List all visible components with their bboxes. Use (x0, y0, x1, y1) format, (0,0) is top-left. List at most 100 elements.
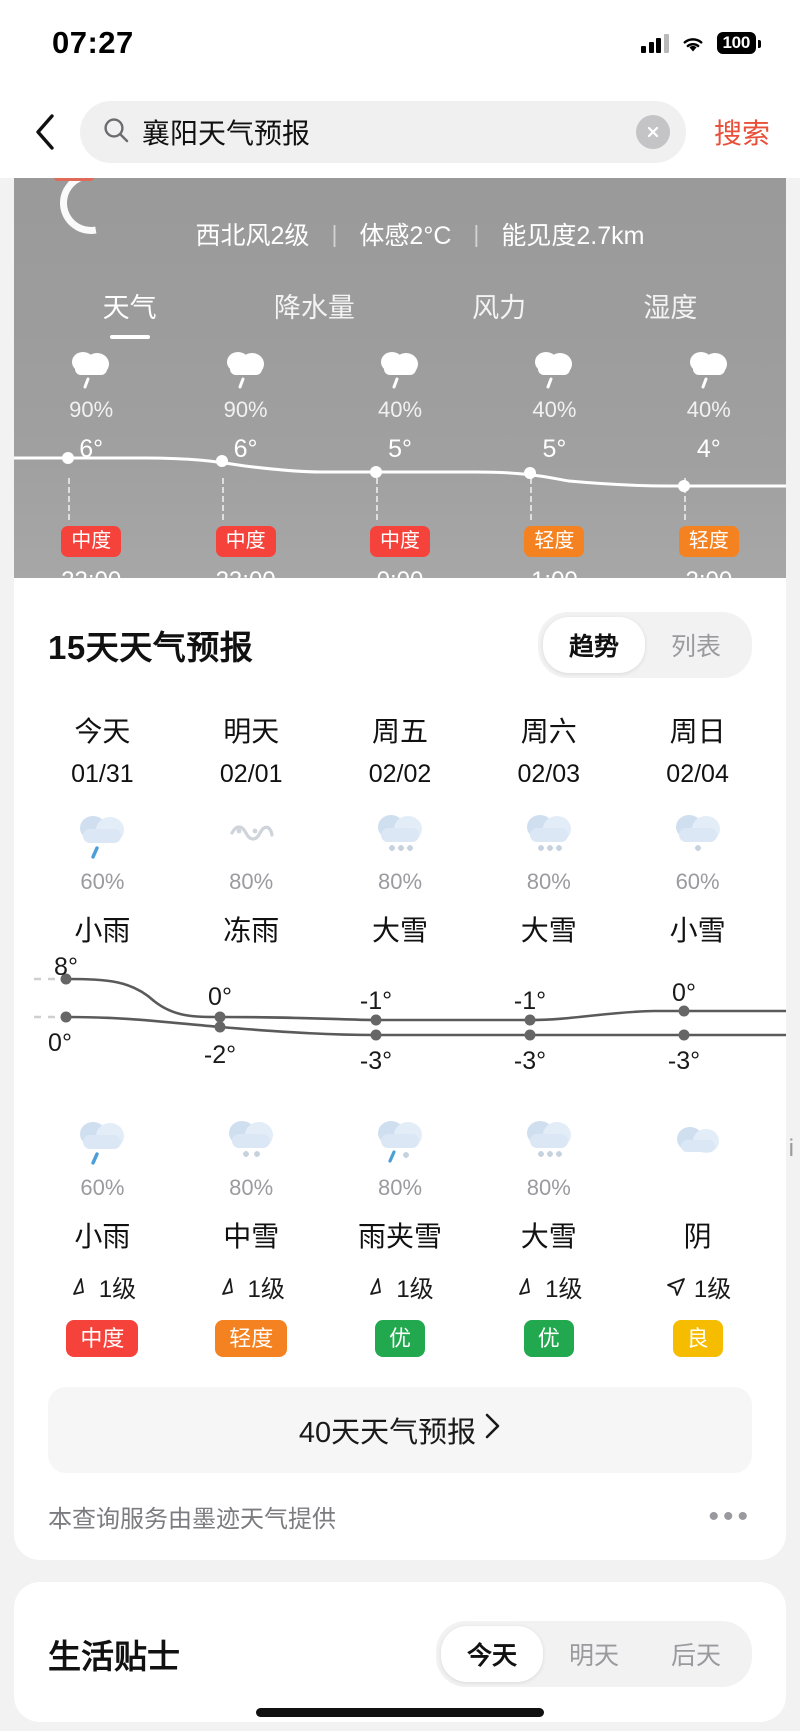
hourly-aqi-cell: 中度 23:00 (168, 526, 322, 578)
forty-day-forecast-button[interactable]: 40天天气预报 (48, 1387, 752, 1474)
forecast-night-column[interactable]: 阴 1级 良 (623, 1095, 772, 1358)
hour-label: 0:00 (377, 567, 424, 578)
rain-cloud-icon (69, 1113, 135, 1169)
hourly-column[interactable]: 40% 5° (477, 345, 631, 464)
light-snow-cloud-icon (665, 807, 731, 863)
search-input[interactable]: 襄阳天气预报 (80, 101, 686, 163)
rain-cloud-icon (681, 345, 737, 391)
hour-gridline (68, 478, 70, 520)
high-temp-label: -1° (513, 987, 547, 1015)
hourly-columns: 90% 6° 90% 6° 40% 5° 40 (14, 345, 786, 464)
day-name: 周六 (520, 716, 577, 747)
hourly-forecast-panel: 西北风2级 | 体感2°C | 能见度2.7km 天气 降水量 风力 湿度 90… (14, 178, 786, 578)
hour-temperature: 5° (542, 435, 567, 463)
hour-temperature: 4° (696, 435, 721, 463)
clear-circle-icon[interactable] (635, 115, 670, 149)
hour-gridline (222, 478, 224, 520)
wind-direction-icon (72, 1277, 84, 1295)
status-time: 07:27 (52, 25, 134, 60)
forecast-night-column[interactable]: 80% 大雪 1级 优 (474, 1095, 623, 1358)
high-temp-label: 8° (54, 953, 78, 981)
life-tips-toggle: 今天 明天 后天 (435, 1621, 752, 1688)
hour-temperature: 6° (79, 435, 104, 463)
day-precip-probability: 60% (80, 869, 125, 894)
tab-weather[interactable]: 天气 (103, 286, 157, 339)
hourly-column[interactable]: 40% 5° (323, 345, 477, 464)
forecast-day-column[interactable]: 周五 02/02 80% 大雪 (326, 710, 475, 949)
day-precip-probability: 80% (229, 869, 274, 894)
status-badge: 中度 (61, 526, 122, 557)
night-precip-probability: 60% (80, 1175, 125, 1200)
night-condition: 雨夹雪 (357, 1221, 442, 1252)
provider-row: 本查询服务由墨迹天气提供 ••• (14, 1473, 786, 1544)
day-date: 02/04 (666, 760, 729, 788)
rain-cloud-icon (218, 345, 274, 391)
forecast-day-column[interactable]: 明天 02/01 80% 冻雨 (177, 710, 326, 949)
tab-today[interactable]: 今天 (440, 1626, 543, 1683)
day-condition: 小雪 (669, 915, 726, 946)
ellipsis-icon[interactable]: ••• (708, 1499, 752, 1533)
rain-cloud-icon (526, 345, 582, 391)
hour-gridline (376, 478, 378, 520)
status-badge: 优 (374, 1320, 425, 1358)
status-badge: 中度 (215, 526, 276, 557)
chevron-right-icon (484, 1412, 501, 1448)
day-name: 今天 (74, 716, 131, 747)
hourly-column[interactable]: 90% 6° (14, 345, 168, 464)
heavy-snow-cloud-icon (516, 1113, 582, 1169)
wind-direction-icon (519, 1277, 531, 1295)
day-name: 周日 (669, 716, 726, 747)
back-button[interactable] (24, 109, 66, 155)
forecast-day-column[interactable]: 今天 01/31 60% 小雨 (28, 710, 177, 949)
trend-labels: 8° 0° -1° -1° 0° 0° -2° -3° -3° -3° (14, 953, 786, 1085)
tab-wind[interactable]: 风力 (472, 293, 527, 323)
hourly-column[interactable]: 90% 6° (168, 345, 322, 464)
wifi-icon (680, 34, 706, 53)
status-badge: 中度 (66, 1320, 139, 1358)
tab-humidity[interactable]: 湿度 (643, 293, 698, 323)
tab-tomorrow[interactable]: 明天 (568, 1642, 619, 1671)
low-temp-label: -2° (203, 1041, 237, 1069)
meta-separator-1: | (331, 220, 338, 247)
day-date: 02/03 (517, 760, 581, 788)
forecast-night-column[interactable]: 80% 雨夹雪 1级 优 (326, 1095, 475, 1358)
forecast-day-column[interactable]: 周日 02/04 60% 小雪 (623, 710, 772, 949)
hourly-column[interactable]: 40% 4° (632, 345, 786, 464)
wind-direction-icon (370, 1277, 382, 1295)
hour-temperature: 6° (233, 435, 258, 463)
day-condition: 冻雨 (223, 915, 280, 946)
forecast-night-column[interactable]: 60% 小雨 1级 中度 (28, 1095, 177, 1358)
wind-level: 1级 (693, 1276, 732, 1303)
forecast-night-column[interactable]: 80% 中雪 1级 轻度 (177, 1095, 326, 1358)
day-precip-probability: 80% (526, 869, 571, 894)
search-submit-button[interactable]: 搜索 (713, 118, 770, 149)
status-badge: 轻度 (678, 526, 739, 557)
hour-label: 23:00 (216, 567, 276, 578)
tab-list[interactable]: 列表 (670, 633, 721, 661)
wind-row: 1级 (69, 1269, 136, 1304)
hourly-aqi-cell: 轻度 1:00 (477, 526, 631, 578)
day-date: 01/31 (71, 760, 134, 788)
hourly-aqi-row: 中度 22:00 中度 23:00 中度 0:00 轻度 1:00 轻度 2:0… (14, 526, 786, 578)
wind-row: 1级 (515, 1269, 582, 1304)
tab-trend[interactable]: 趋势 (542, 617, 645, 673)
day-condition: 大雪 (371, 915, 428, 946)
night-condition: 中雪 (223, 1221, 280, 1252)
search-query-text: 襄阳天气预报 (142, 118, 311, 149)
cellular-bars-icon (641, 33, 669, 53)
low-temp-label: -3° (513, 1047, 547, 1075)
precip-probability: 40% (686, 397, 731, 422)
hour-temperature: 5° (388, 435, 412, 463)
status-badge: 中度 (370, 526, 431, 557)
rain-cloud-icon (63, 345, 119, 391)
forecast-day-column[interactable]: 周六 02/03 80% 大雪 (474, 710, 623, 949)
tab-day-after[interactable]: 后天 (670, 1642, 721, 1671)
fifteen-day-forecast-card: 15天天气预报 趋势 列表 今天 01/31 60% 小雨 明天 02/01 (14, 578, 786, 1561)
cloudy-icon (665, 1113, 731, 1169)
feels-like-summary: 体感2°C (359, 222, 452, 250)
forecast-night-rows: 60% 小雨 1级 中度 80% 中雪 1级 轻度 (14, 1085, 786, 1358)
low-temp-label: 0° (48, 1029, 72, 1057)
wind-level: 1级 (247, 1276, 285, 1303)
wind-level: 1级 (545, 1276, 583, 1303)
tab-precipitation[interactable]: 降水量 (273, 293, 355, 323)
